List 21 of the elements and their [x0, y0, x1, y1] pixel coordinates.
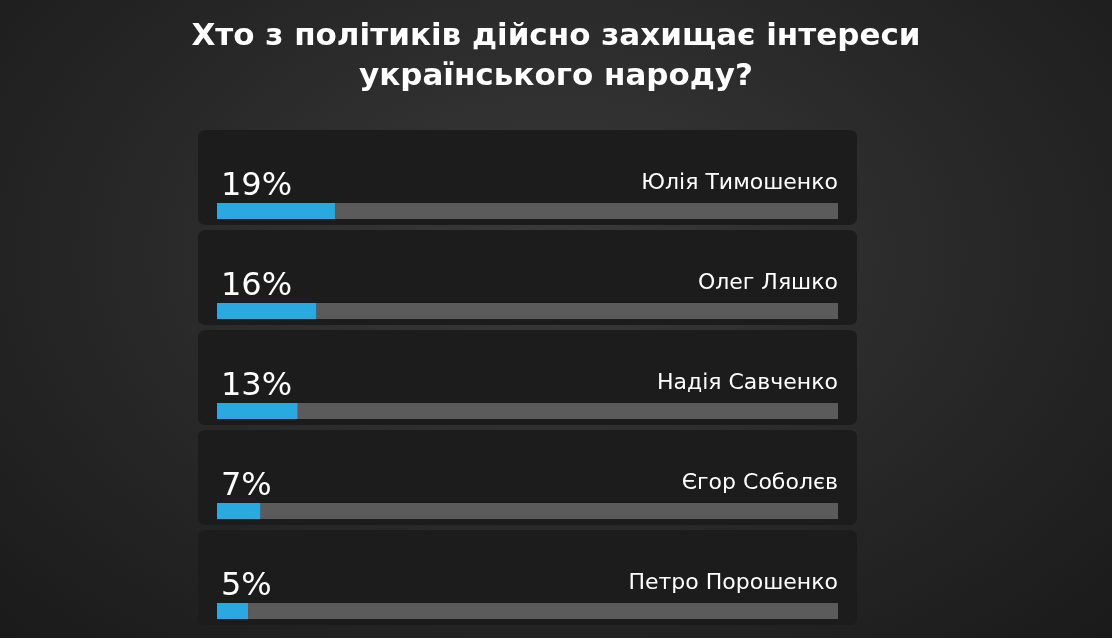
chart-title: Хто з політиків дійсно захищає інтереси українського народу?: [190, 15, 922, 94]
bar: [217, 403, 298, 419]
data-label: 7%: [221, 465, 272, 503]
bar: [217, 303, 317, 319]
data-label: 19%: [221, 165, 293, 203]
y-tick-label: Надія Савченко: [656, 369, 838, 394]
y-tick-label: Петро Порошенко: [628, 569, 838, 594]
bar: [334, 203, 838, 219]
bar: [260, 503, 838, 519]
data-label: 16%: [221, 265, 293, 303]
y-tick-label: Олег Ляшко: [697, 269, 838, 294]
bar: [316, 303, 838, 319]
y-tick-label: Юлія Тимошенко: [641, 169, 838, 194]
bar: [217, 503, 261, 519]
data-label: 5%: [221, 565, 272, 603]
bar: [217, 603, 249, 619]
y-tick-label: Єгор Соболєв: [681, 469, 838, 494]
bar: [297, 403, 838, 419]
bar: [217, 203, 335, 219]
data-label: 13%: [221, 365, 293, 403]
bar: [248, 603, 838, 619]
